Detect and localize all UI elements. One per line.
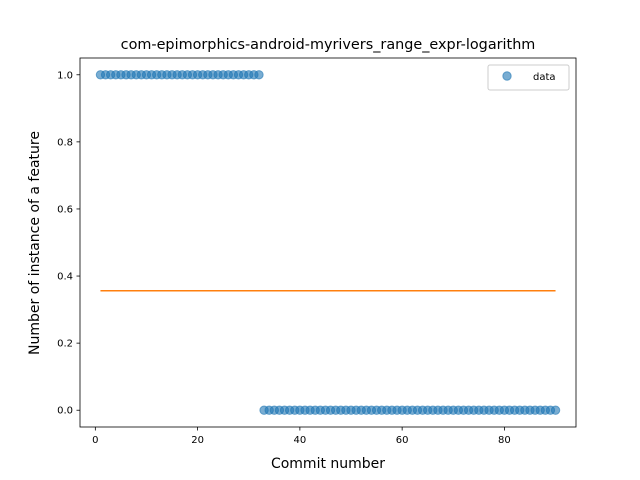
legend-marker-data: [502, 71, 512, 81]
legend-label-data: data: [533, 72, 556, 83]
x-tick-label: 80: [498, 435, 511, 446]
y-axis-label: Number of instance of a feature: [27, 131, 43, 355]
plot-area: 0 20 40 60 80 0.0 0.2 0.4 0.6 0.8 1.0: [57, 57, 577, 446]
y-tick-label: 0.6: [57, 204, 73, 215]
x-tick-label: 60: [396, 435, 409, 446]
legend-box: [487, 64, 570, 91]
x-tick-label: 20: [191, 435, 204, 446]
y-tick-label: 1.0: [57, 70, 73, 81]
y-tick-label: 0.8: [57, 137, 73, 148]
x-tick-label: 0: [92, 435, 98, 446]
data-point: [254, 70, 264, 80]
plot-frame: [79, 57, 577, 428]
y-tick-label: 0.0: [57, 406, 73, 417]
x-tick-label: 40: [294, 435, 307, 446]
x-axis-label: Commit number: [271, 456, 385, 472]
y-tick-label: 0.2: [57, 339, 73, 350]
y-tick-label: 0.4: [57, 272, 73, 283]
chart-title: com-epimorphics-android-myrivers_range_e…: [121, 37, 536, 53]
data-point: [550, 405, 561, 415]
legend: data: [487, 64, 570, 91]
